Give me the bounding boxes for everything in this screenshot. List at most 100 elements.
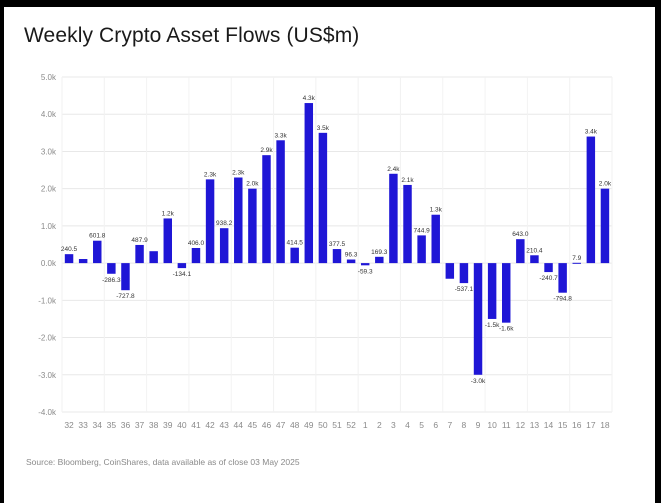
- bar: [346, 259, 356, 264]
- data-label: 96.3: [345, 252, 358, 259]
- bar: [107, 263, 116, 274]
- data-label: 7.9: [572, 255, 581, 262]
- y-tick-label: 0.0k: [41, 259, 57, 268]
- x-tick-label: 2: [377, 420, 382, 430]
- x-tick-label: 33: [78, 420, 88, 430]
- bar: [163, 218, 172, 264]
- x-tick-label: 10: [487, 420, 497, 430]
- data-label: 3.4k: [585, 129, 598, 136]
- x-tick-label: 47: [276, 420, 286, 430]
- data-label: 2.0k: [246, 181, 259, 188]
- x-tick-label: 16: [572, 420, 582, 430]
- x-tick-label: 34: [93, 420, 103, 430]
- x-tick-label: 48: [290, 420, 300, 430]
- bar: [121, 263, 130, 291]
- data-label: -240.7: [539, 275, 558, 282]
- data-label: -1.6k: [499, 326, 514, 333]
- bar: [234, 177, 243, 264]
- data-label: 377.5: [329, 241, 346, 248]
- y-tick-label: -3.0k: [38, 371, 57, 380]
- bar: [431, 214, 440, 264]
- x-tick-label: 49: [304, 420, 314, 430]
- x-tick-label: 37: [135, 420, 145, 430]
- data-label: -794.8: [553, 296, 572, 303]
- gridlines: [61, 76, 613, 413]
- y-tick-label: 3.0k: [41, 147, 57, 156]
- x-tick-label: 15: [558, 420, 568, 430]
- data-label: -286.3: [102, 277, 121, 284]
- bar: [135, 244, 144, 264]
- data-label: 643.0: [512, 231, 529, 238]
- bar: [375, 256, 384, 264]
- data-label: 4.3k: [303, 95, 316, 102]
- data-label: -537.1: [455, 286, 474, 293]
- data-label: 938.2: [216, 220, 233, 227]
- bar: [219, 228, 229, 264]
- x-tick-label: 9: [476, 420, 481, 430]
- chart-title: Weekly Crypto Asset Flows (US$m): [24, 24, 360, 47]
- bar: [262, 155, 271, 264]
- bar: [544, 263, 553, 273]
- data-label: -727.8: [116, 293, 135, 300]
- x-tick-label: 6: [433, 420, 438, 430]
- x-tick-label: 1: [363, 420, 368, 430]
- x-tick-label: 8: [462, 420, 467, 430]
- bar: [516, 239, 525, 264]
- x-tick-label: 41: [191, 420, 201, 430]
- data-label: 2.3k: [204, 171, 217, 178]
- data-label: 414.5: [287, 240, 304, 247]
- bar: [600, 188, 610, 264]
- data-label: -1.5k: [485, 322, 500, 329]
- bar: [445, 263, 455, 279]
- bar: [586, 136, 596, 264]
- bar: [332, 249, 342, 264]
- x-tick-label: 36: [121, 420, 131, 430]
- x-tick-label: 52: [346, 420, 356, 430]
- data-labels: 240.5 601.8 -286.3 -727.8 487.9 1.2k -134.1 406…: [61, 95, 612, 385]
- data-label: 406.0: [188, 240, 205, 247]
- x-axis-ticks: 32 33 34 35 36 37 38 39 40 41 42 43 44 45 46 47 48 49 50 51…: [64, 420, 610, 430]
- window-frame-top: [0, 0, 661, 7]
- data-label: 2.1k: [401, 177, 414, 184]
- data-label: 1.2k: [162, 210, 175, 217]
- bar: [572, 262, 581, 264]
- data-label: 2.3k: [232, 170, 245, 177]
- x-tick-label: 39: [163, 420, 173, 430]
- x-tick-label: 7: [447, 420, 452, 430]
- window-frame-right: [655, 0, 661, 503]
- x-tick-label: 17: [586, 420, 596, 430]
- y-tick-label: -2.0k: [38, 334, 57, 343]
- bar: [459, 263, 469, 284]
- bar: [93, 240, 102, 264]
- source-note: Source: Bloomberg, CoinShares, data avai…: [26, 457, 300, 467]
- x-tick-label: 32: [64, 420, 74, 430]
- data-label: 1.3k: [430, 207, 443, 214]
- y-tick-label: -1.0k: [38, 296, 57, 305]
- bar: [205, 179, 215, 264]
- bar: [417, 235, 426, 264]
- x-tick-label: 50: [318, 420, 328, 430]
- data-label: 3.5k: [317, 125, 330, 132]
- bar: [530, 255, 539, 264]
- y-tick-label: 5.0k: [41, 73, 57, 82]
- x-tick-label: 42: [205, 420, 215, 430]
- data-label: 240.5: [61, 246, 78, 253]
- x-tick-label: 40: [177, 420, 187, 430]
- y-tick-label: 1.0k: [41, 222, 57, 231]
- bar: [318, 132, 328, 264]
- data-label: 2.0k: [599, 181, 612, 188]
- data-label: 2.4k: [387, 166, 400, 173]
- data-label: 169.3: [371, 249, 388, 256]
- data-label: -134.1: [173, 271, 192, 278]
- y-tick-label: -4.0k: [38, 408, 57, 417]
- x-tick-label: 35: [107, 420, 117, 430]
- bar: [502, 263, 511, 323]
- y-axis-ticks: -4.0k -3.0k -2.0k -1.0k 0.0k 1.0k 2.0k 3.0k 4.0k…: [38, 73, 57, 417]
- bar: [248, 188, 257, 264]
- bar: [149, 251, 158, 264]
- bar: [290, 247, 299, 264]
- x-tick-label: 51: [332, 420, 342, 430]
- bar: [276, 140, 285, 264]
- bar: [487, 263, 497, 319]
